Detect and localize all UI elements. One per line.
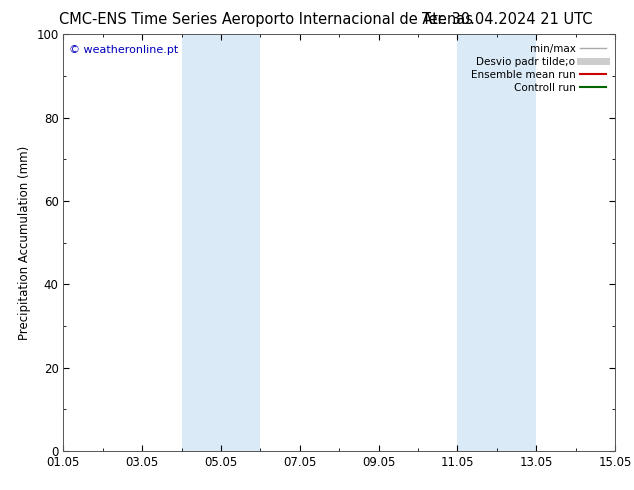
Text: CMC-ENS Time Series Aeroporto Internacional de Atenas: CMC-ENS Time Series Aeroporto Internacio… [60, 12, 473, 27]
Bar [181, 34, 261, 451]
Legend: min/max, Desvio padr tilde;o, Ensemble mean run, Controll run: min/max, Desvio padr tilde;o, Ensemble m… [467, 40, 610, 97]
Text: Ter. 30.04.2024 21 UTC: Ter. 30.04.2024 21 UTC [422, 12, 592, 27]
Y-axis label: Precipitation Accumulation (mm): Precipitation Accumulation (mm) [18, 146, 30, 340]
Text: © weatheronline.pt: © weatheronline.pt [69, 45, 178, 55]
Bar [457, 34, 536, 451]
